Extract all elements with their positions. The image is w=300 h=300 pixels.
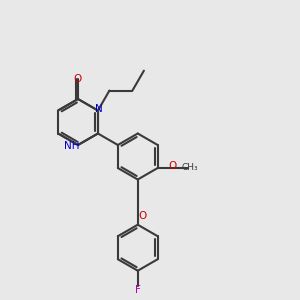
Text: NH: NH [64,141,80,151]
Text: CH₃: CH₃ [181,164,198,172]
Text: N: N [95,103,103,113]
Text: O: O [169,161,177,171]
Text: O: O [139,211,147,221]
Text: F: F [135,285,141,295]
Text: O: O [74,74,82,84]
